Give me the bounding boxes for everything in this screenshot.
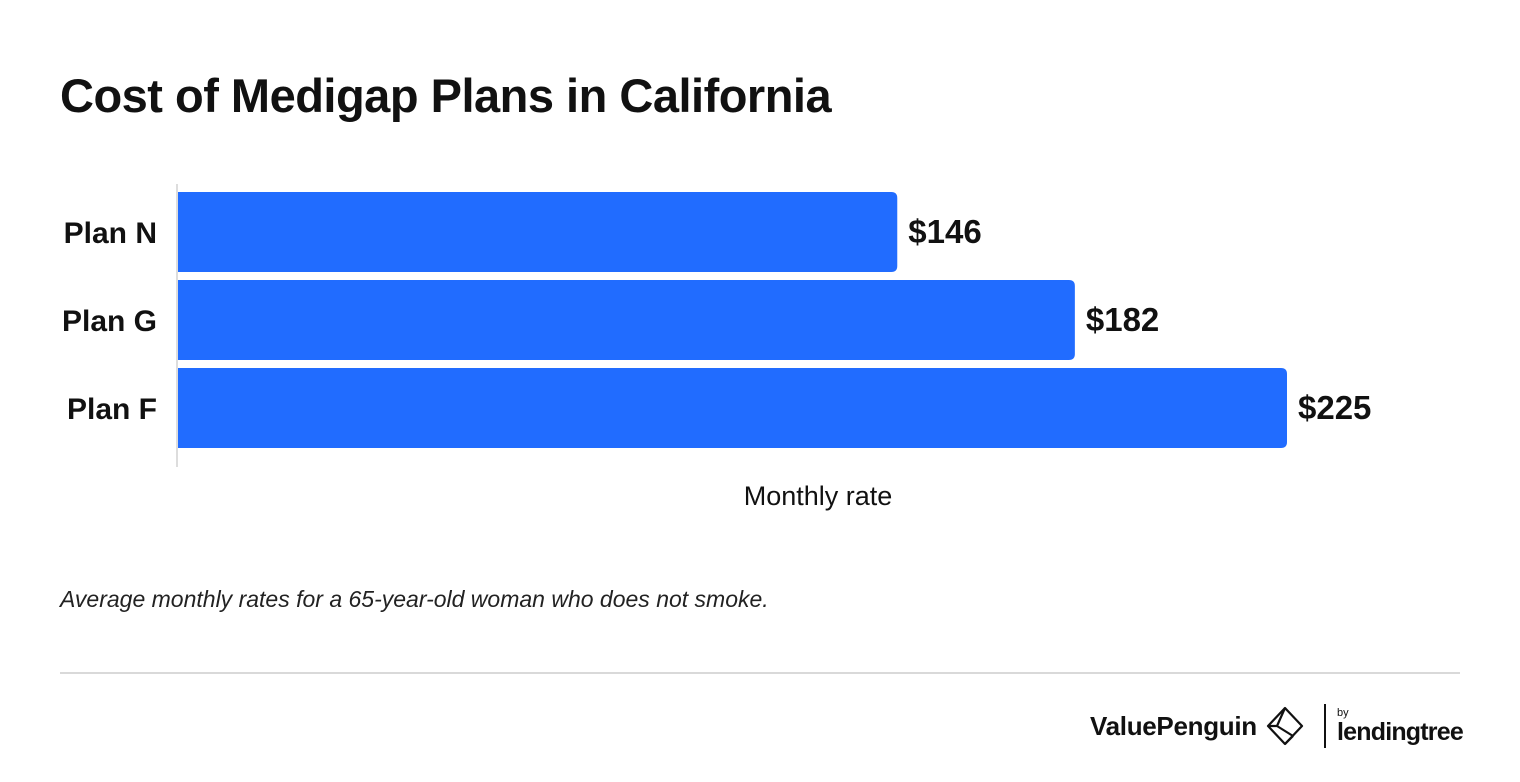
chart-note: Average monthly rates for a 65-year-old … <box>60 586 769 612</box>
value-label: $225 <box>1298 389 1371 426</box>
value-label: $182 <box>1086 301 1159 338</box>
category-label: Plan G <box>62 305 157 338</box>
lendingtree-logo: by lendingtree <box>1337 707 1464 748</box>
x-axis-title: Monthly rate <box>744 481 893 511</box>
bar-plan-n <box>177 192 898 272</box>
valuepenguin-logo: ValuePenguin <box>1090 700 1305 752</box>
brand-by-label: by <box>1337 707 1349 719</box>
bar-chart: Plan N $146 Plan G $182 Plan F $225 Monthly ra… <box>62 184 1371 511</box>
footer-divider <box>60 672 1460 674</box>
chart-title: Cost of Medigap Plans in California <box>60 69 832 122</box>
brand-separator <box>1324 704 1326 748</box>
bar-plan-f <box>177 368 1287 448</box>
bar-plan-g <box>177 280 1075 360</box>
category-label: Plan N <box>64 217 157 250</box>
category-label: Plan F <box>67 393 157 426</box>
value-label: $146 <box>908 213 981 250</box>
valuepenguin-wordmark: ValuePenguin <box>1090 710 1257 741</box>
lendingtree-wordmark: lendingtree <box>1337 718 1464 746</box>
penguin-icon <box>1266 706 1303 746</box>
